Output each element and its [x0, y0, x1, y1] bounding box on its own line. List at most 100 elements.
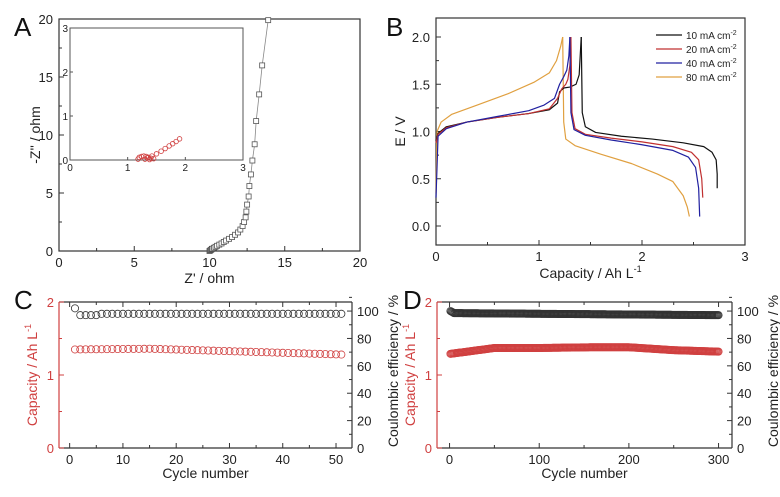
x-tick-label: 20 — [169, 452, 183, 467]
ce-point — [337, 309, 346, 318]
capacity-point — [332, 350, 341, 359]
y-axis-title: -Z'' / ohm — [27, 106, 43, 163]
capacity-point — [225, 347, 234, 356]
y-right-tick-label: 0 — [737, 441, 744, 456]
y-right-tick-label: 80 — [737, 331, 751, 346]
data-point-square — [243, 208, 250, 215]
capacity-point — [182, 345, 191, 354]
series-charge-40ma — [435, 36, 571, 198]
inset-y-tick-label: 1 — [62, 112, 68, 123]
legend-label-sup: -2 — [730, 58, 736, 65]
data-point-square — [256, 91, 263, 98]
ce-point — [188, 309, 197, 318]
y-tick-label: 0.5 — [412, 172, 430, 187]
capacity-point — [209, 346, 218, 355]
ce-point — [252, 309, 261, 318]
y-left-tick-label: 2 — [425, 295, 432, 310]
y-axis-title: E / V — [392, 116, 408, 147]
capacity-point — [273, 348, 282, 357]
panel-letter-d: D — [403, 285, 422, 315]
capacity-point — [70, 345, 79, 354]
y-tick-label: 15 — [39, 70, 53, 85]
capacity-point — [81, 345, 90, 354]
x-tick-label: 200 — [618, 452, 640, 467]
ce-point — [273, 309, 282, 318]
data-point-square — [265, 17, 272, 24]
x-tick-label: 10 — [202, 255, 216, 270]
series-charge-10ma — [435, 36, 582, 142]
x-tick-label: 20 — [353, 255, 367, 270]
ce-point — [257, 309, 266, 318]
series-discharge-80ma — [562, 36, 690, 217]
ce-point — [714, 311, 723, 320]
capacity-point — [156, 345, 165, 354]
ce-point — [241, 309, 250, 318]
inset-data-point — [158, 148, 164, 154]
legend: 10 mA cm-2 20 mA cm-2 40 mA cm-2 80 mA cm-2 — [656, 30, 737, 84]
x-tick-label: 1 — [535, 249, 542, 264]
y-right-axis-title: Coulombic efficiency / % — [765, 295, 780, 447]
data-point-square — [242, 214, 249, 221]
ce-point — [230, 309, 239, 318]
x-axis-title: Z' / ohm — [184, 270, 234, 286]
inset-x-tick-label: 2 — [183, 163, 189, 174]
ce-point — [140, 309, 149, 318]
ce-point — [177, 309, 186, 318]
x-axis-title: Cycle number — [162, 465, 249, 481]
data-point-square — [246, 183, 253, 189]
legend-label-sup: -2 — [730, 30, 736, 37]
ce-point — [204, 309, 213, 318]
ce-point — [316, 309, 325, 318]
panel-letter-b: B — [386, 12, 403, 42]
ce-point — [220, 309, 229, 318]
capacity-point — [113, 345, 122, 354]
inset-data-point — [144, 155, 150, 161]
capacity-point — [236, 347, 245, 356]
ce-point — [284, 309, 293, 318]
x-tick-label: 0 — [55, 255, 62, 270]
capacity-point — [214, 346, 223, 355]
series-discharge-40ma — [569, 36, 701, 217]
inset-y-tick-label: 2 — [62, 68, 68, 79]
ce-point — [198, 309, 207, 318]
x-tick-label: 0 — [66, 452, 73, 467]
capacity-point — [129, 344, 138, 353]
ce-point — [193, 309, 202, 318]
capacity-point — [337, 350, 346, 359]
capacity-point — [124, 344, 133, 353]
inset-data-point — [153, 151, 160, 157]
ce-point — [86, 311, 95, 320]
ce-point — [209, 309, 218, 318]
series-charge-20ma — [435, 36, 572, 143]
capacity-point — [108, 345, 117, 354]
ce-point — [97, 309, 106, 318]
y-left-axis-title: Capacity / Ah L-1 — [401, 324, 418, 426]
capacity-point — [246, 347, 255, 356]
data-point-square — [249, 157, 256, 164]
ce-point — [289, 309, 298, 318]
x-tick-label: 2 — [638, 249, 645, 264]
y-right-tick-label: 0 — [357, 441, 364, 456]
y-tick-label: 1.5 — [412, 77, 430, 92]
legend-label: 20 mA cm-2 — [686, 44, 737, 56]
capacity-point — [204, 346, 213, 355]
ce-point — [305, 309, 314, 318]
y-right-tick-label: 20 — [357, 414, 371, 429]
ce-point — [108, 309, 117, 318]
x-tick-label: 0 — [432, 249, 439, 264]
legend-label-sup: -2 — [730, 72, 736, 79]
ce-point — [70, 304, 79, 313]
y-left-tick-label: 0 — [47, 441, 54, 456]
y-right-tick-label: 100 — [357, 304, 379, 319]
capacity-point — [97, 345, 106, 354]
ce-point — [246, 309, 255, 318]
x-tick-label: 0 — [446, 452, 453, 467]
ce-point — [262, 309, 271, 318]
y-right-axis-title: Coulombic efficiency / % — [385, 295, 401, 447]
ce-point — [118, 309, 127, 318]
y-tick-label: 0.0 — [412, 219, 430, 234]
inset-data-point — [162, 145, 168, 152]
capacity-point — [241, 347, 250, 356]
x-tick-label: 10 — [116, 452, 130, 467]
